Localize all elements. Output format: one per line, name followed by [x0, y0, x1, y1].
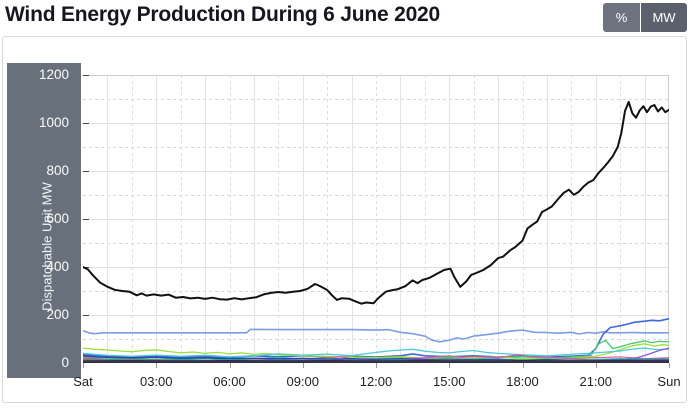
x-tick-mark: [230, 363, 231, 368]
x-tick-mark: [376, 363, 377, 368]
x-tick-label: 15:00: [432, 374, 466, 389]
x-tick-label: 09:00: [286, 374, 320, 389]
x-tick-label: 12:00: [359, 374, 393, 389]
y-tick-label: 800: [46, 163, 69, 178]
series-total-wind-mw: [83, 100, 669, 305]
plot-area[interactable]: [83, 75, 669, 363]
x-tick-label: Sun: [657, 374, 681, 389]
header: Wind Energy Production During 6 June 202…: [0, 0, 689, 36]
x-tick-label: 18:00: [506, 374, 539, 389]
series-unit-cornflower: [83, 328, 669, 343]
page-title: Wind Energy Production During 6 June 202…: [5, 3, 441, 26]
x-tick-mark: [449, 363, 450, 368]
series-unit-cyan: [83, 347, 669, 358]
x-tick-label: Sat: [73, 374, 93, 389]
mw-unit-button[interactable]: MW: [641, 3, 687, 32]
x-tick-mark: [523, 363, 524, 368]
chart-svg: [83, 75, 669, 363]
x-tick-mark: [303, 363, 304, 368]
unit-toggle-group: % MW: [603, 3, 687, 32]
series-unit-lime: [83, 343, 669, 360]
x-tick-label: 03:00: [139, 374, 173, 389]
chart-card: Dispatchable Unit MW 1200 1000 800 600 400 20…: [2, 36, 687, 403]
x-tick-mark: [83, 363, 84, 368]
y-tick-label: 400: [46, 259, 69, 274]
y-axis-panel: Dispatchable Unit MW: [7, 63, 81, 378]
x-tick-label: 21:00: [579, 374, 613, 389]
y-tick-label: 0: [61, 355, 69, 370]
percent-unit-button[interactable]: %: [603, 3, 640, 32]
y-tick-label: 600: [46, 211, 69, 226]
x-tick-mark: [669, 363, 670, 368]
x-tick-mark: [156, 363, 157, 368]
x-tick-label: 06:00: [213, 374, 246, 389]
y-tick-label: 1000: [38, 115, 69, 130]
y-tick-label: 1200: [38, 67, 69, 82]
x-tick-mark: [596, 363, 597, 368]
y-tick-label: 200: [46, 307, 69, 322]
